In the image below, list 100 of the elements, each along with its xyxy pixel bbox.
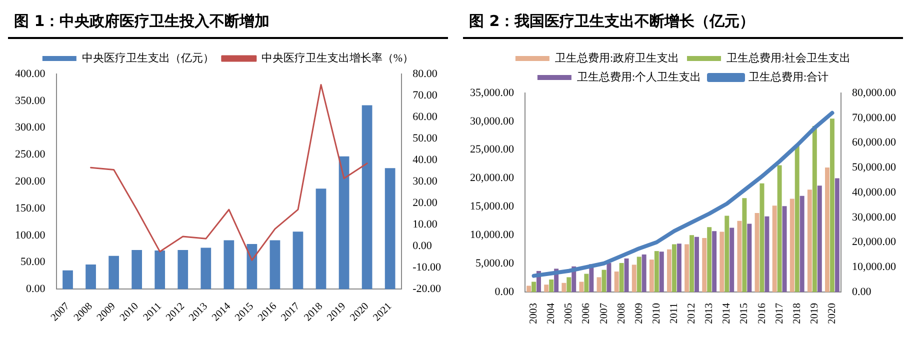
bar bbox=[246, 244, 258, 290]
y-tick-label: 250.00 bbox=[15, 148, 46, 161]
bar bbox=[384, 168, 396, 290]
y-tick-label: 350.00 bbox=[15, 94, 46, 107]
bar bbox=[584, 274, 589, 292]
bar bbox=[108, 256, 119, 290]
x-tick-label: 2008 bbox=[616, 303, 628, 324]
x-tick-label: 2017 bbox=[774, 303, 786, 324]
y2-tick-label: 80,000.00 bbox=[852, 86, 896, 99]
bar bbox=[724, 216, 730, 292]
y-tick-label: 0.00 bbox=[26, 283, 46, 296]
bar bbox=[777, 165, 782, 292]
y2-tick-label: 0.00 bbox=[412, 240, 432, 252]
bar bbox=[270, 240, 280, 290]
y-tick-label: 200.00 bbox=[15, 176, 46, 188]
bar bbox=[772, 206, 777, 292]
y-tick-label: 150.00 bbox=[15, 202, 46, 214]
x-tick-label: 2007 bbox=[598, 303, 610, 324]
y2-tick-label: -20.00 bbox=[412, 283, 442, 296]
bar bbox=[672, 244, 676, 292]
x-tick-label: 2004 bbox=[546, 302, 558, 324]
y2-tick-label: 0.00 bbox=[852, 286, 872, 298]
y2-tick-label: 70,000.00 bbox=[852, 112, 896, 124]
bar bbox=[632, 264, 636, 292]
y-tick-label: 15,000.00 bbox=[470, 200, 514, 213]
legend-label: 卫生总费用:合计 bbox=[748, 70, 829, 84]
legend-label: 卫生总费用:政府卫生支出 bbox=[554, 51, 680, 64]
bar bbox=[292, 232, 304, 290]
bar bbox=[790, 198, 794, 292]
bar bbox=[362, 105, 372, 290]
bar bbox=[676, 244, 682, 292]
x-tick-label: 2018 bbox=[792, 303, 803, 324]
bar bbox=[86, 264, 96, 290]
bar bbox=[566, 277, 572, 292]
bar bbox=[544, 284, 549, 292]
bar bbox=[338, 156, 350, 290]
legend-label: 卫生总费用:社会卫生支出 bbox=[726, 51, 851, 64]
y-tick-label: 100.00 bbox=[15, 229, 46, 242]
bar bbox=[614, 272, 619, 292]
bar bbox=[825, 167, 830, 292]
bar bbox=[132, 250, 142, 290]
y-tick-label: 25,000.00 bbox=[470, 144, 514, 156]
bar bbox=[782, 206, 787, 292]
y2-tick-label: 40.00 bbox=[412, 154, 438, 166]
bar bbox=[154, 250, 166, 290]
bar bbox=[649, 260, 654, 292]
x-tick-label: 2011 bbox=[668, 303, 680, 324]
bar bbox=[642, 254, 646, 292]
bar bbox=[737, 220, 742, 292]
bar bbox=[532, 282, 536, 292]
chart-title: 图 2：我国医疗卫生支出不断增长（亿元） bbox=[463, 8, 903, 39]
y-tick-label: 35,000.00 bbox=[470, 86, 514, 99]
x-tick-label: 2016 bbox=[756, 303, 768, 324]
bar bbox=[730, 228, 734, 292]
y-tick-label: 400.00 bbox=[15, 68, 46, 80]
bar bbox=[817, 186, 822, 292]
bar bbox=[707, 227, 712, 292]
bar bbox=[224, 240, 234, 290]
bar bbox=[659, 252, 664, 292]
bar bbox=[747, 224, 752, 292]
y-tick-label: 300.00 bbox=[15, 122, 46, 134]
bar bbox=[742, 198, 747, 292]
bar bbox=[62, 270, 73, 290]
bar bbox=[624, 258, 629, 292]
y2-tick-label: 60,000.00 bbox=[852, 136, 896, 149]
y-tick-label: 10,000.00 bbox=[470, 229, 514, 242]
x-tick-label: 2009 bbox=[634, 303, 645, 324]
bar bbox=[684, 244, 690, 292]
bar bbox=[667, 249, 672, 292]
y2-tick-label: -10.00 bbox=[412, 262, 442, 274]
bar bbox=[316, 188, 326, 290]
bar bbox=[636, 256, 642, 292]
y2-tick-label: 20.00 bbox=[412, 197, 438, 210]
bar bbox=[178, 250, 188, 290]
x-tick-label: 2012 bbox=[686, 303, 698, 324]
x-tick-label: 2010 bbox=[651, 303, 662, 324]
x-tick-label: 2011 bbox=[142, 300, 164, 324]
y2-tick-label: 60.00 bbox=[412, 110, 438, 123]
x-tick-label: 2014 bbox=[722, 302, 733, 324]
bar bbox=[807, 190, 812, 292]
legend-label: 中央医疗卫生支出（亿元） bbox=[82, 51, 214, 64]
y-tick-label: 50.00 bbox=[20, 256, 46, 268]
bar bbox=[606, 263, 612, 292]
bar bbox=[694, 236, 699, 292]
bar bbox=[690, 235, 694, 292]
bar bbox=[200, 248, 212, 290]
legend-label: 卫生总费用:个人卫生支出 bbox=[576, 70, 702, 84]
bar bbox=[800, 196, 804, 292]
bar bbox=[702, 238, 707, 292]
bar bbox=[654, 251, 659, 292]
bar bbox=[812, 126, 817, 292]
bar bbox=[754, 212, 760, 292]
y2-tick-label: 50.00 bbox=[412, 132, 438, 144]
bar bbox=[562, 282, 566, 292]
y2-tick-label: 10,000.00 bbox=[852, 261, 896, 274]
bar bbox=[579, 282, 584, 292]
y2-tick-label: 10.00 bbox=[412, 218, 438, 231]
y-tick-label: 20,000.00 bbox=[470, 172, 514, 184]
legend-label: 中央医疗卫生支出增长率（%） bbox=[261, 51, 414, 64]
bar bbox=[830, 118, 834, 292]
